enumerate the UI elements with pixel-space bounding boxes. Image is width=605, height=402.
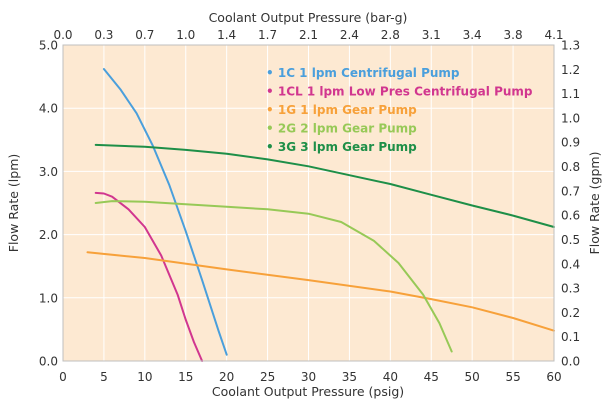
y2-tick-label: 1.1 bbox=[561, 87, 580, 101]
y-axis-ticks: 0.0 1.0 2.0 3.0 4.0 5.0 bbox=[39, 39, 58, 369]
x2-tick-label: 3.4 bbox=[463, 28, 482, 42]
legend-entry: • 1C 1 lpm Centrifugal Pump bbox=[266, 66, 460, 80]
series-line bbox=[94, 191, 204, 362]
y-tick-label: 2.0 bbox=[39, 228, 58, 242]
x-tick-label: 15 bbox=[178, 370, 193, 384]
x2-tick-label: 2.8 bbox=[381, 28, 400, 42]
y2-tick-label: 1.2 bbox=[561, 63, 580, 77]
y2-axis-ticks: 0.0 0.1 0.2 0.3 0.4 0.5 0.6 0.7 0.8 0.9 1.0 1.1 1.2 1… bbox=[561, 39, 580, 369]
x-tick-label: 55 bbox=[505, 370, 520, 384]
series-line bbox=[94, 200, 453, 353]
legend-entry: • 1G 1 lpm Gear Pump bbox=[266, 103, 417, 117]
x2-tick-label: 2.1 bbox=[299, 28, 318, 42]
x2-tick-label: 0.0 bbox=[53, 28, 72, 42]
x-tick-label: 10 bbox=[137, 370, 152, 384]
x2-tick-label: 1.7 bbox=[258, 28, 277, 42]
y-tick-label: 1.0 bbox=[39, 291, 58, 305]
x-tick-label: 35 bbox=[342, 370, 357, 384]
legend-entry: • 3G 3 lpm Gear Pump bbox=[266, 140, 417, 154]
x-axis-ticks: 0 5 10 15 20 25 30 35 40 45 50 55 60 bbox=[59, 370, 561, 384]
x2-axis-title: Coolant Output Pressure (bar-g) bbox=[209, 10, 408, 25]
x-tick-label: 0 bbox=[59, 370, 67, 384]
x-tick-label: 40 bbox=[383, 370, 398, 384]
y-tick-label: 5.0 bbox=[39, 39, 58, 53]
x2-tick-label: 3.1 bbox=[422, 28, 441, 42]
x-tick-label: 5 bbox=[100, 370, 108, 384]
x-tick-label: 60 bbox=[546, 370, 561, 384]
y-axis-title: Flow Rate (lpm) bbox=[6, 154, 21, 252]
x-tick-label: 30 bbox=[301, 370, 316, 384]
x2-tick-label: 2.4 bbox=[340, 28, 359, 42]
x-tick-label: 20 bbox=[219, 370, 234, 384]
y-tick-label: 3.0 bbox=[39, 165, 58, 179]
x-axis-title: Coolant Output Pressure (psig) bbox=[212, 384, 404, 399]
y2-tick-label: 0.7 bbox=[561, 184, 580, 198]
x2-tick-label: 0.3 bbox=[94, 28, 113, 42]
y2-tick-label: 0.4 bbox=[561, 257, 580, 271]
y2-tick-label: 1.0 bbox=[561, 111, 580, 125]
y2-tick-label: 0.6 bbox=[561, 209, 580, 223]
x2-tick-label: 4.1 bbox=[544, 28, 563, 42]
legend-entry: • 2G 2 lpm Gear Pump bbox=[266, 122, 417, 136]
series-lines bbox=[86, 68, 555, 362]
y2-tick-label: 0.9 bbox=[561, 136, 580, 150]
y2-tick-label: 0.1 bbox=[561, 330, 580, 344]
x-tick-label: 50 bbox=[465, 370, 480, 384]
y-tick-label: 0.0 bbox=[39, 355, 58, 369]
x-tick-label: 25 bbox=[260, 370, 275, 384]
y2-tick-label: 0.8 bbox=[561, 160, 580, 174]
x2-tick-label: 1.0 bbox=[176, 28, 195, 42]
plot-frame bbox=[62, 44, 555, 362]
y2-tick-label: 0.3 bbox=[561, 282, 580, 296]
series-line bbox=[94, 143, 555, 228]
x2-tick-label: 3.8 bbox=[504, 28, 523, 42]
y2-tick-label: 0.5 bbox=[561, 233, 580, 247]
x-tick-label: 45 bbox=[424, 370, 439, 384]
legend-entry: • 1CL 1 lpm Low Pres Centrifugal Pump bbox=[266, 85, 533, 99]
y2-tick-label: 0.2 bbox=[561, 306, 580, 320]
x2-tick-label: 0.7 bbox=[135, 28, 154, 42]
series-line bbox=[86, 251, 555, 332]
y2-tick-label: 1.3 bbox=[561, 39, 580, 53]
y2-axis-title: Flow Rate (gpm) bbox=[587, 152, 602, 255]
y2-tick-label: 0.0 bbox=[561, 355, 580, 369]
series-line bbox=[102, 68, 228, 356]
x2-tick-label: 1.4 bbox=[217, 28, 236, 42]
x2-axis-ticks: 0.0 0.3 0.7 1.0 1.4 1.7 2.1 2.4 2.8 3.1 3.4 3.8 4.1 bbox=[53, 28, 563, 42]
legend: • 1C 1 lpm Centrifugal Pump • 1CL 1 lpm L… bbox=[266, 66, 533, 154]
y-tick-label: 4.0 bbox=[39, 102, 58, 116]
